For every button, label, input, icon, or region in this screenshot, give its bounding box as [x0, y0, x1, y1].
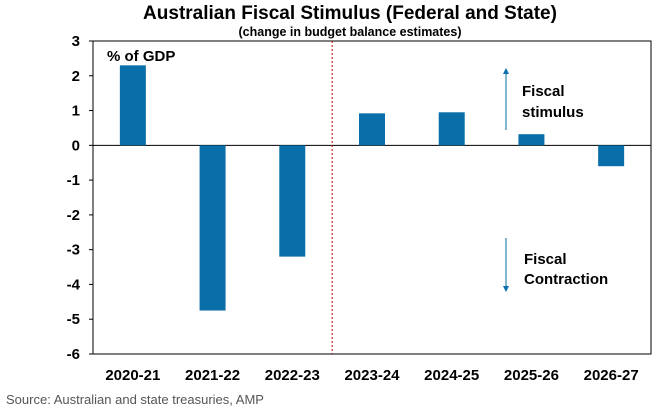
bar-2020-21 [120, 65, 146, 145]
bar-2026-27 [598, 145, 624, 166]
fiscal-contraction-annotation: Fiscal Contraction [503, 238, 608, 292]
y-axis-label: % of GDP [107, 48, 175, 65]
y-tick-label: -2 [67, 207, 80, 224]
x-tick-label: 2025-26 [504, 367, 559, 384]
fiscal-stimulus-annotation: Fiscal stimulus [503, 68, 584, 130]
y-tick-label: 0 [72, 137, 80, 154]
y-tick-label: -4 [67, 276, 81, 293]
fiscal-stimulus-label-line2: stimulus [522, 104, 584, 121]
x-tick-label: 2022-23 [265, 367, 320, 384]
y-tick-label: 2 [72, 68, 80, 85]
plot-frame [93, 41, 651, 354]
arrow-down-head-icon [503, 286, 509, 292]
fiscal-contraction-label-line1: Fiscal [524, 251, 567, 268]
y-tick-label: -6 [67, 346, 80, 363]
bar-2023-24 [359, 113, 385, 145]
x-tick-label: 2026-27 [584, 367, 639, 384]
bar-2024-25 [439, 112, 465, 145]
x-tick-label: 2024-25 [424, 367, 479, 384]
y-tick-label: 3 [72, 33, 80, 50]
arrow-up-head-icon [503, 68, 509, 74]
bar-2022-23 [279, 145, 305, 256]
bar-2025-26 [518, 134, 544, 145]
fiscal-contraction-label-line2: Contraction [524, 271, 608, 288]
bar-2021-22 [200, 145, 226, 310]
y-tick-label: -3 [67, 242, 80, 259]
x-tick-label: 2023-24 [344, 367, 400, 384]
x-tick-label: 2021-22 [185, 367, 240, 384]
fiscal-stimulus-label-line1: Fiscal [522, 83, 565, 100]
y-tick-label: -5 [67, 311, 80, 328]
chart-area: 3 2 1 0 -1 -2 -3 -4 -5 -6 2020-21 2021-22 2022-23 20… [0, 0, 667, 417]
y-tick-label: -1 [67, 172, 80, 189]
y-tick-label: 1 [72, 103, 80, 120]
source-note: Source: Australian and state treasuries,… [6, 392, 264, 407]
x-tick-label: 2020-21 [105, 367, 160, 384]
